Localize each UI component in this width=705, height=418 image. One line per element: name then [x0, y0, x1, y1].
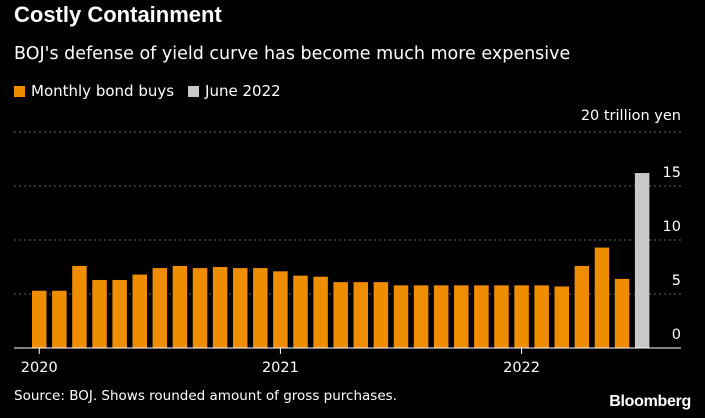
- bar-monthly: [373, 282, 389, 348]
- bloomberg-logo: Bloomberg: [609, 393, 691, 410]
- bar-monthly: [474, 285, 489, 348]
- legend-item-june: June 2022: [188, 82, 281, 100]
- bar-monthly: [293, 275, 308, 348]
- bar-monthly: [212, 267, 228, 348]
- bar-monthly: [192, 268, 208, 348]
- bar-monthly: [232, 268, 248, 348]
- bar-monthly: [393, 285, 409, 348]
- y-tick-label: 15: [663, 165, 681, 181]
- y-unit-label: 20 trillion yen: [581, 108, 681, 124]
- bar-monthly: [514, 285, 529, 348]
- bar-monthly: [534, 285, 549, 348]
- source-note: Source: BOJ. Shows rounded amount of gro…: [14, 388, 397, 404]
- bar-monthly: [172, 265, 188, 348]
- bar-monthly: [132, 274, 147, 348]
- x-tick-label: 2020: [21, 360, 58, 376]
- x-tick-label: 2021: [262, 360, 299, 376]
- y-tick-label: 10: [663, 219, 681, 235]
- bar-monthly: [333, 282, 348, 348]
- legend-swatch-june: [188, 85, 200, 97]
- legend-label-june: June 2022: [205, 82, 281, 100]
- bar-monthly: [574, 265, 590, 348]
- bar-monthly: [554, 286, 570, 348]
- bar-monthly: [454, 285, 469, 348]
- bar-monthly: [313, 276, 328, 348]
- bar-monthly: [353, 282, 369, 348]
- bar-monthly: [413, 285, 429, 348]
- legend-item-monthly: Monthly bond buys: [14, 82, 174, 100]
- bar-monthly: [152, 268, 168, 348]
- bar-monthly: [273, 271, 288, 348]
- bar-monthly: [253, 268, 268, 348]
- bar-monthly: [494, 285, 509, 348]
- bar-monthly: [92, 279, 107, 348]
- chart-subtitle: BOJ's defense of yield curve has become …: [14, 44, 571, 64]
- legend-label-monthly: Monthly bond buys: [31, 82, 175, 100]
- y-tick-label: 5: [672, 273, 681, 289]
- bar-june-2022: [634, 173, 650, 348]
- bar-monthly: [32, 290, 47, 348]
- x-tick-label: 2022: [503, 360, 540, 376]
- bar-monthly: [52, 290, 67, 348]
- legend: Monthly bond buys June 2022: [14, 82, 295, 100]
- legend-swatch-monthly: [14, 85, 25, 97]
- bar-monthly: [112, 279, 127, 348]
- y-tick-label: 0: [672, 327, 681, 343]
- bar-monthly: [614, 278, 630, 348]
- bar-monthly: [72, 265, 87, 348]
- chart-title: Costly Containment: [14, 2, 222, 27]
- bar-monthly: [594, 247, 610, 348]
- bar-monthly: [433, 285, 449, 348]
